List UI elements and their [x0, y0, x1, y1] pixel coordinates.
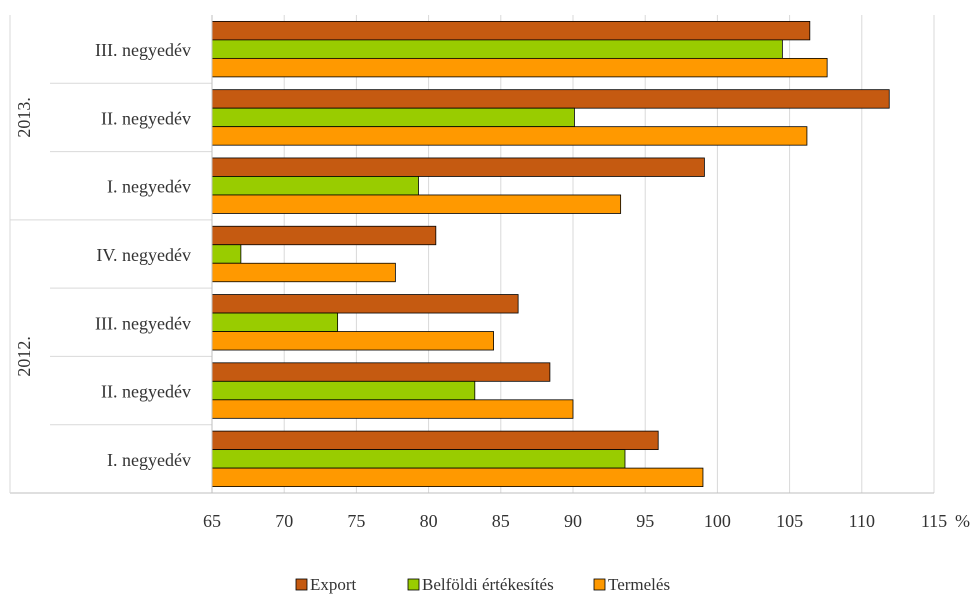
bar-termelés — [211, 262, 396, 283]
bar-termelés — [211, 331, 494, 351]
category-label: III. negyedév — [95, 40, 191, 60]
bar-termelés — [211, 126, 808, 146]
legend-swatch — [407, 578, 420, 591]
bar-belföldi-értékesítés — [211, 176, 419, 196]
bar-belföldi-értékesítés — [211, 380, 476, 401]
bar-belföldi-értékesítés — [211, 107, 575, 128]
x-tick-label: 80 — [420, 511, 438, 531]
bar-export — [211, 430, 659, 451]
x-tick-label: 95 — [636, 511, 654, 531]
bar-termelés — [211, 194, 622, 214]
bar-export — [211, 20, 811, 41]
x-tick-label: 90 — [564, 511, 582, 531]
legend-swatch — [593, 578, 606, 591]
x-tick-label: 110 — [849, 511, 875, 531]
x-tick-label: 85 — [492, 511, 510, 531]
x-tick-label: 65 — [203, 511, 221, 531]
x-tick-label: 100 — [704, 511, 731, 531]
legend-label: Termelés — [608, 575, 670, 594]
x-tick-label: 70 — [275, 511, 293, 531]
x-tick-label: 105 — [776, 511, 803, 531]
group-label: 2012. — [14, 336, 34, 377]
category-label: III. negyedév — [95, 313, 191, 333]
bar-termelés — [211, 399, 574, 419]
legend-label: Export — [310, 575, 357, 594]
bar-belföldi-értékesítés — [211, 244, 242, 264]
x-tick-label: 115 — [921, 511, 947, 531]
bar-termelés — [211, 57, 828, 78]
bar-termelés — [211, 467, 704, 488]
bar-export — [211, 294, 519, 314]
bar-export — [211, 157, 705, 177]
category-label: II. negyedév — [101, 108, 191, 128]
category-label: I. negyedév — [107, 177, 191, 197]
bar-export — [211, 362, 551, 382]
bar-belföldi-értékesítés — [211, 312, 339, 332]
category-label: II. negyedév — [101, 382, 191, 402]
bar-export — [211, 225, 437, 246]
bar-belföldi-értékesítés — [211, 39, 783, 59]
bar-belföldi-értékesítés — [211, 449, 626, 469]
category-label: IV. negyedév — [96, 245, 191, 265]
category-label: I. negyedév — [107, 450, 191, 470]
legend-swatch — [295, 578, 308, 591]
x-unit-label: % — [955, 511, 970, 531]
bar-export — [211, 89, 890, 109]
x-tick-label: 75 — [347, 511, 365, 531]
group-label: 2013. — [14, 97, 34, 138]
legend-label: Belföldi értékesítés — [422, 575, 554, 594]
